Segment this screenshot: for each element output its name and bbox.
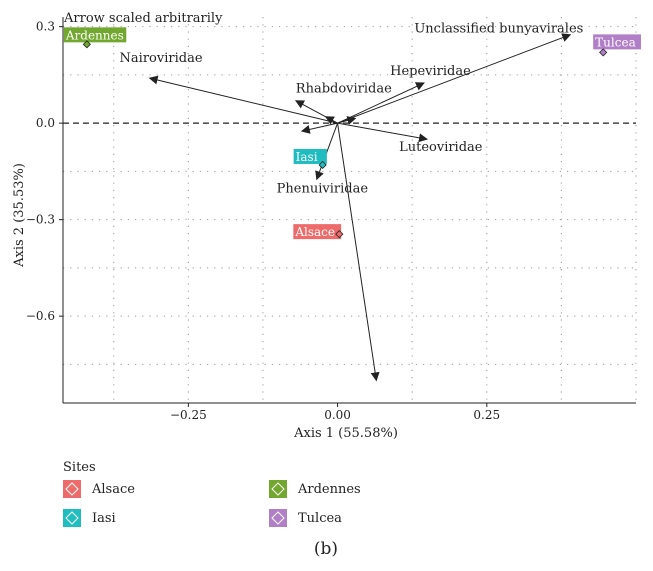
legend-label: Alsace <box>91 482 135 497</box>
x-tick-label: 0.00 <box>324 408 351 422</box>
annotation-text: Arrow scaled arbitrarily <box>63 11 223 26</box>
arrow-label: Luteoviridae <box>399 140 483 155</box>
site-label-background <box>293 148 327 164</box>
loading-arrow <box>300 122 338 134</box>
legend-swatch <box>269 509 287 527</box>
site-point-diamond <box>335 230 344 239</box>
legend: Alsace Ardennes Iasi Tulcea <box>63 480 361 527</box>
site-label-background <box>593 34 641 50</box>
loading-arrow <box>148 75 338 124</box>
site-label: Iasi <box>296 150 318 164</box>
site-label: Alsace <box>294 225 335 239</box>
legend-diamond-icon <box>65 511 79 525</box>
y-axis-label: Axis 2 (35.53%) <box>12 163 27 268</box>
x-tick-label: −0.25 <box>170 408 207 422</box>
y-tick-label: −0.6 <box>26 309 55 323</box>
arrow-label: Rhabdoviridae <box>296 82 392 97</box>
figure-caption: (b) <box>314 539 338 559</box>
site-points: Alsace Ardennes Iasi Tulcea <box>63 27 641 240</box>
site-label-background <box>293 224 342 240</box>
legend-title: Sites <box>63 460 96 475</box>
y-tick-label: 0.3 <box>36 20 55 34</box>
site-label-background <box>63 27 127 43</box>
legend-swatch <box>269 480 287 498</box>
legend-label: Tulcea <box>298 511 342 526</box>
legend-diamond-icon <box>271 482 285 496</box>
axes: −0.25 0.00 0.25 0.3 0.0 −0.3 −0.6 <box>26 17 636 422</box>
site-label: Tulcea <box>595 35 636 49</box>
x-axis-label: Axis 1 (55.58%) <box>293 426 398 441</box>
loading-arrow <box>324 116 338 125</box>
loading-arrow <box>337 33 572 124</box>
arrow-label: Nairoviridae <box>120 51 203 66</box>
arrow-label: Phenuiviridae <box>277 181 369 196</box>
loading-arrow <box>337 123 380 382</box>
y-tick-label: −0.3 <box>26 213 55 227</box>
legend-swatch <box>63 480 81 498</box>
arrow-label: Unclassified bunyavirales <box>414 22 583 37</box>
x-tick-label: 0.25 <box>473 408 500 422</box>
site-point-diamond <box>82 40 91 49</box>
legend-label: Ardennes <box>297 482 361 497</box>
arrow-label: Hepeviridae <box>390 64 471 79</box>
loading-arrows: Nairoviridae Rhabdoviridae Hepeviridae Uncl… <box>120 22 583 382</box>
site-point-diamond <box>318 160 327 170</box>
legend-label: Iasi <box>92 511 116 526</box>
loading-arrow <box>337 116 357 125</box>
legend-diamond-icon <box>65 482 79 496</box>
legend-swatch <box>63 509 81 527</box>
grid-lines <box>63 17 637 403</box>
loading-arrow <box>315 122 339 181</box>
y-tick-label: 0.0 <box>36 116 55 130</box>
site-point-diamond <box>599 48 608 57</box>
legend-diamond-icon <box>271 511 285 525</box>
loading-arrow <box>337 122 428 143</box>
site-label: Ardennes <box>65 28 124 42</box>
